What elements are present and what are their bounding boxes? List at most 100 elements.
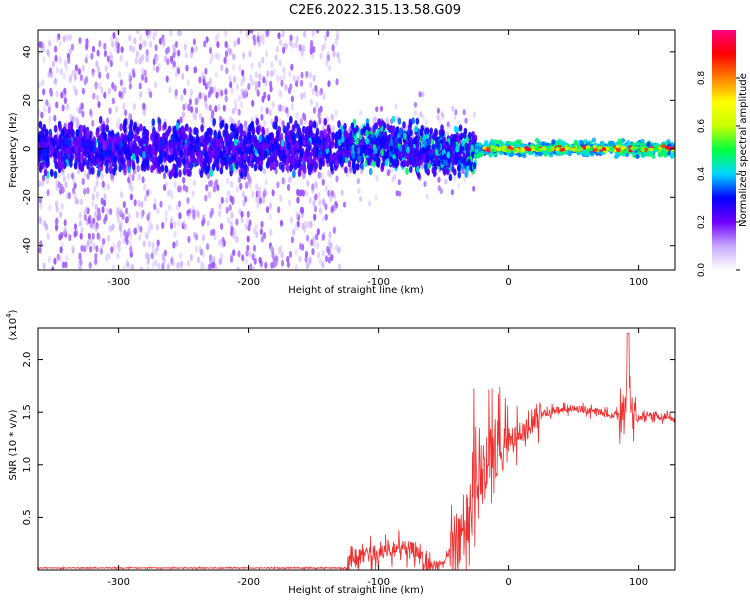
heatmap-cell <box>262 191 266 198</box>
heatmap-cell <box>244 121 248 129</box>
heatmap-cell <box>183 88 187 96</box>
heatmap-cell <box>311 183 315 191</box>
heatmap-cell <box>198 245 202 253</box>
heatmap-cell <box>42 262 46 270</box>
heatmap-cell <box>326 246 330 253</box>
heatmap-cell <box>227 217 231 224</box>
heatmap-cell <box>186 168 190 177</box>
heatmap-cell <box>351 161 356 169</box>
heatmap-cell <box>324 203 328 211</box>
heatmap-cell <box>83 170 87 178</box>
heatmap-cell <box>384 159 389 167</box>
heatmap-cell <box>230 180 234 188</box>
heatmap-cell <box>194 245 198 253</box>
heatmap-cell <box>341 135 345 143</box>
heatmap-cell <box>247 224 251 232</box>
heatmap-cell <box>68 131 72 140</box>
heatmap-cell <box>350 122 355 130</box>
heatmap-cell <box>104 214 108 222</box>
heatmap-cell <box>462 109 466 116</box>
heatmap-cell <box>86 172 90 180</box>
heatmap-cell <box>145 49 149 57</box>
heatmap-cell <box>53 170 58 179</box>
heatmap-cell <box>437 176 441 183</box>
heatmap-cell <box>215 91 219 99</box>
heatmap-cell <box>59 68 63 76</box>
heatmap-cell <box>42 134 46 143</box>
heatmap-cell <box>287 199 292 207</box>
heatmap-cell <box>59 183 63 191</box>
heatmap-cell <box>555 151 560 156</box>
heatmap-cell <box>38 81 41 89</box>
heatmap-cell <box>265 134 270 143</box>
heatmap-cell <box>440 111 444 118</box>
heatmap-cell <box>395 154 399 162</box>
heatmap-cell <box>281 120 285 128</box>
heatmap-cell <box>105 124 109 133</box>
heatmap-cell <box>355 138 359 146</box>
heatmap-cell <box>79 125 84 133</box>
heatmap-cell <box>303 30 307 38</box>
heatmap-cell <box>224 129 228 138</box>
heatmap-cell <box>321 249 325 257</box>
heatmap-cell <box>289 164 293 172</box>
heatmap-cell <box>270 143 275 152</box>
heatmap-cell <box>119 231 123 239</box>
heatmap-cell <box>67 192 71 200</box>
heatmap-cell <box>154 259 158 267</box>
heatmap-cell <box>237 37 241 45</box>
heatmap-cell <box>413 101 418 108</box>
heatmap-cell <box>55 67 59 74</box>
heatmap-cell <box>43 148 47 157</box>
heatmap-cell <box>262 232 267 240</box>
heatmap-cell <box>129 246 133 253</box>
heatmap-cell <box>183 43 187 51</box>
heatmap-cell <box>191 190 195 198</box>
heatmap-cell <box>231 107 235 115</box>
heatmap-cell <box>332 192 337 200</box>
heatmap-cell <box>159 156 163 165</box>
heatmap-cell <box>397 179 401 186</box>
heatmap-cell <box>132 153 136 162</box>
heatmap-cell <box>55 101 59 109</box>
heatmap-cell <box>143 194 148 202</box>
heatmap-cell <box>73 74 77 82</box>
heatmap-cell <box>286 183 291 191</box>
heatmap-cell <box>385 150 390 158</box>
heatmap-cell <box>281 30 285 38</box>
heatmap-cell <box>96 49 100 57</box>
heatmap-cell <box>224 41 228 48</box>
heatmap-cell <box>317 192 321 199</box>
heatmap-cell <box>452 133 457 141</box>
heatmap-cell <box>130 185 134 193</box>
heatmap-cell <box>293 146 297 155</box>
heatmap-cell <box>196 143 200 152</box>
heatmap-cell <box>360 163 365 171</box>
heatmap-cell <box>165 143 169 152</box>
heatmap-cell <box>280 259 285 267</box>
heatmap-cell <box>380 149 384 157</box>
heatmap-cell <box>249 263 253 270</box>
heatmap-cell <box>463 131 467 139</box>
heatmap-cell <box>443 153 447 161</box>
heatmap-cell <box>128 123 133 132</box>
heatmap-cell <box>122 102 126 110</box>
heatmap-cell <box>200 124 204 133</box>
heatmap-cell <box>141 40 145 48</box>
heatmap-cell <box>338 145 343 154</box>
heatmap-cell <box>172 241 176 249</box>
heatmap-cell <box>45 177 50 185</box>
heatmap-cell <box>319 143 324 152</box>
heatmap-cell <box>384 166 388 173</box>
heatmap-cell <box>89 237 93 245</box>
heatmap-cell <box>95 60 99 68</box>
heatmap-cell <box>530 145 535 149</box>
heatmap-cell <box>98 142 103 151</box>
heatmap-cell <box>294 160 299 169</box>
heatmap-cell <box>110 54 114 62</box>
heatmap-cell <box>169 222 174 230</box>
heatmap-cell <box>79 164 84 173</box>
heatmap-cell <box>188 126 192 135</box>
heatmap-cell <box>192 231 197 239</box>
heatmap-cell <box>456 120 460 126</box>
